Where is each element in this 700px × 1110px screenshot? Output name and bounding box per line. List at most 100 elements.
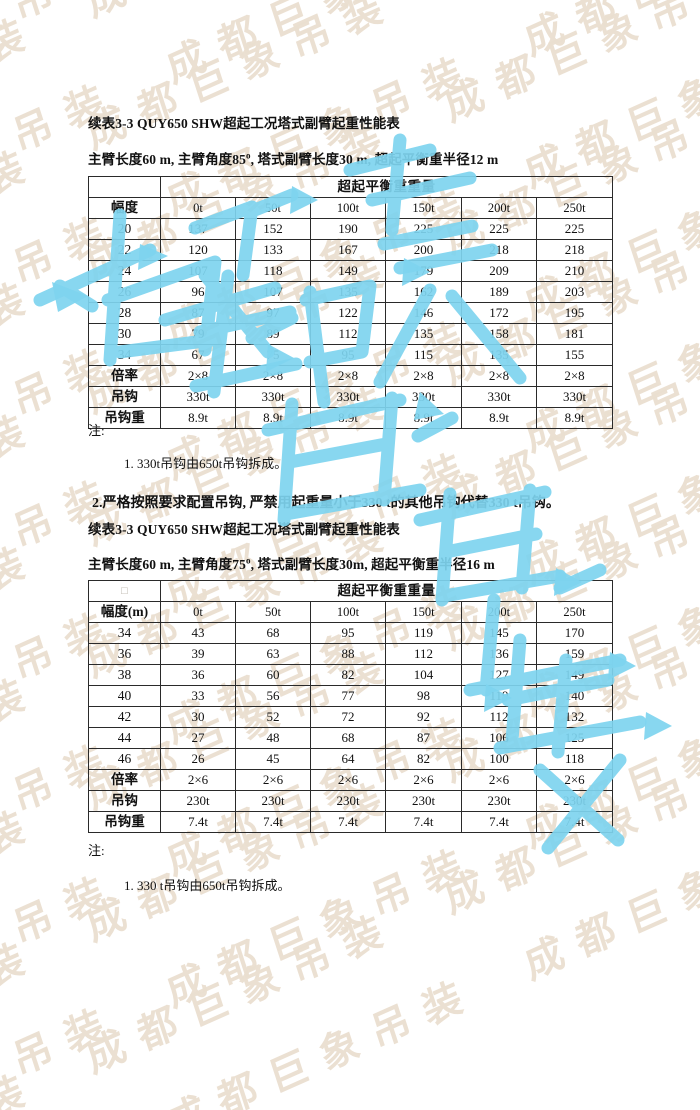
table-1-cell-0-0: 137 xyxy=(160,218,236,240)
capacity-table-2: □ 超起平衡重重量 幅度(m) 0t 50t 100t 150t 200t 25… xyxy=(88,580,613,833)
table-2-subcaption-suffix: , 塔式副臂长度30m, 超起平衡重半径16 m xyxy=(250,557,495,572)
table-2-cell-2-4: 127 xyxy=(461,664,537,686)
table-2-note-1: 1. 330 t吊钩由650t吊钩拆成。 xyxy=(124,878,291,893)
table-2-cell-3-2: 77 xyxy=(310,685,386,707)
table-2-colhead-4: 200t xyxy=(461,601,537,623)
table-1-note-1: 1. 330t吊钩由650t吊钩拆成。 xyxy=(124,456,288,471)
table-1-group-header: 超起平衡重重量 xyxy=(160,176,613,198)
table-row: 26 96 107 135 162 189 203 xyxy=(88,281,613,303)
table-2-row-3-label: 40 xyxy=(88,685,161,707)
table-2-caption-text: 续表3-3 QUY650 SHW超起工况塔式副臂起重性能表 xyxy=(88,522,400,537)
table-2-cell-1-0: 39 xyxy=(160,643,236,665)
table-row: 40 33 56 77 98 119 140 xyxy=(88,685,613,707)
table-row: 34 43 68 95 119 145 170 xyxy=(88,622,613,644)
table-1-cell-7-3: 2×8 xyxy=(385,365,462,387)
table-1-cell-5-2: 112 xyxy=(310,323,386,345)
table-1-row-0-label: 20 xyxy=(88,218,161,240)
table-2-cell-9-0: 7.4t xyxy=(160,811,236,833)
document-body: 续表3-3 QUY650 SHW超起工况塔式副臂起重性能表 主臂长度60 m, … xyxy=(88,116,613,893)
table-2-cell-8-2: 230t xyxy=(310,790,386,812)
table-1-colhead-4: 200t xyxy=(461,197,537,219)
table-1-cell-8-0: 330t xyxy=(160,386,236,408)
table-1-cell-8-4: 330t xyxy=(461,386,537,408)
table-1-cell-8-3: 330t xyxy=(385,386,462,408)
table-2-cell-9-3: 7.4t xyxy=(385,811,462,833)
degree-symbol-1: o xyxy=(245,150,251,161)
table-1-row-5-label: 30 xyxy=(88,323,161,345)
table-1-cell-3-3: 162 xyxy=(385,281,462,303)
table-2-cell-4-0: 30 xyxy=(160,706,236,728)
table-1-colhead-5: 250t xyxy=(536,197,613,219)
table-2-cell-4-5: 132 xyxy=(536,706,613,728)
table-2-colhead-2: 100t xyxy=(310,601,386,623)
table-2-cell-6-0: 26 xyxy=(160,748,236,770)
table-row: 吊钩 330t 330t 330t 330t 330t 330t xyxy=(88,386,613,408)
table-1-subcaption: 主臂长度60 m, 主臂角度85o, 塔式副臂长度30 m, 超起平衡重半径12… xyxy=(88,148,498,168)
table-1-cell-9-5: 8.9t xyxy=(536,407,613,429)
table-1-cell-2-5: 210 xyxy=(536,260,613,282)
table-1-cell-2-4: 209 xyxy=(461,260,537,282)
table-2-cell-9-5: 7.4t xyxy=(536,811,613,833)
table-1-cell-0-3: 225 xyxy=(385,218,462,240)
table-2-caption: 续表3-3 QUY650 SHW超起工况塔式副臂起重性能表 xyxy=(88,518,400,538)
table-1-cell-2-1: 118 xyxy=(235,260,311,282)
table-2-cell-3-0: 33 xyxy=(160,685,236,707)
table-2-cell-5-0: 27 xyxy=(160,727,236,749)
table-1-cell-4-2: 122 xyxy=(310,302,386,324)
table-2-cell-6-5: 118 xyxy=(536,748,613,770)
table-2-cell-9-2: 7.4t xyxy=(310,811,386,833)
table-1-cell-4-3: 146 xyxy=(385,302,462,324)
table-2-group-header: 超起平衡重重量 xyxy=(160,580,613,602)
table-2-cell-7-4: 2×6 xyxy=(461,769,537,791)
table-2-cell-2-0: 36 xyxy=(160,664,236,686)
table-row: 吊钩重 7.4t 7.4t 7.4t 7.4t 7.4t 7.4t xyxy=(88,811,613,833)
table-2-cell-0-5: 170 xyxy=(536,622,613,644)
table-1-cell-4-1: 97 xyxy=(235,302,311,324)
table-2-subcaption-prefix: 主臂长度60 m, 主臂角度75 xyxy=(88,557,246,572)
table-2-cell-6-4: 100 xyxy=(461,748,537,770)
table-1-cell-2-3: 179 xyxy=(385,260,462,282)
table-2-row-2-label: 38 xyxy=(88,664,161,686)
table-2-cell-1-2: 88 xyxy=(310,643,386,665)
table-2-row-6-label: 46 xyxy=(88,748,161,770)
table-1-cell-6-3: 115 xyxy=(385,344,462,366)
table-2-colhead-3: 150t xyxy=(385,601,462,623)
table-1-cell-7-5: 2×8 xyxy=(536,365,613,387)
table-row: 24 107 118 149 179 209 210 xyxy=(88,260,613,282)
table-row: 倍率 2×8 2×8 2×8 2×8 2×8 2×8 xyxy=(88,365,613,387)
table-1-cell-5-0: 79 xyxy=(160,323,236,345)
table-1-cell-2-0: 107 xyxy=(160,260,236,282)
table-2-colhead-1: 50t xyxy=(235,601,311,623)
table-2-subcaption: 主臂长度60 m, 主臂角度75o, 塔式副臂长度30m, 超起平衡重半径16 … xyxy=(88,553,495,573)
table-1-cell-6-5: 155 xyxy=(536,344,613,366)
table-1-cell-8-2: 330t xyxy=(310,386,386,408)
table-2-row-8-label: 吊钩 xyxy=(88,790,161,812)
table-2-cell-8-4: 230t xyxy=(461,790,537,812)
table-1-cell-7-4: 2×8 xyxy=(461,365,537,387)
table-1-corner-cell xyxy=(88,176,161,198)
table-1-row-2-label: 24 xyxy=(88,260,161,282)
table-2-cell-5-4: 106 xyxy=(461,727,537,749)
table-row: 吊钩 230t 230t 230t 230t 230t 230t xyxy=(88,790,613,812)
table-1-cell-7-0: 2×8 xyxy=(160,365,236,387)
table-2-cell-1-1: 63 xyxy=(235,643,311,665)
table-row: 28 87 97 122 146 172 195 xyxy=(88,302,613,324)
table-2-column-header-row: 幅度(m) 0t 50t 100t 150t 200t 250t xyxy=(88,601,613,623)
table-1-cell-1-4: 218 xyxy=(461,239,537,261)
table-2-row-7-label: 倍率 xyxy=(88,769,161,791)
table-2-group-header-row: □ 超起平衡重重量 xyxy=(88,580,613,602)
table-1-cell-1-3: 200 xyxy=(385,239,462,261)
table-2-cell-7-3: 2×6 xyxy=(385,769,462,791)
table-1-cell-1-1: 133 xyxy=(235,239,311,261)
table-row: 38 36 60 82 104 127 149 xyxy=(88,664,613,686)
table-2-cell-3-3: 98 xyxy=(385,685,462,707)
table-1-column-header-row: 幅度 0t 50t 100t 150t 200t 250t xyxy=(88,197,613,219)
table-1-cell-7-2: 2×8 xyxy=(310,365,386,387)
table-1-row-axis-label: 幅度 xyxy=(88,197,161,219)
table-2-cell-7-2: 2×6 xyxy=(310,769,386,791)
table-2-row-axis-label: 幅度(m) xyxy=(88,601,161,623)
table-1-cell-8-5: 330t xyxy=(536,386,613,408)
table-2-cell-2-2: 82 xyxy=(310,664,386,686)
table-1-cell-1-5: 218 xyxy=(536,239,613,261)
table-1-cell-8-1: 330t xyxy=(235,386,311,408)
